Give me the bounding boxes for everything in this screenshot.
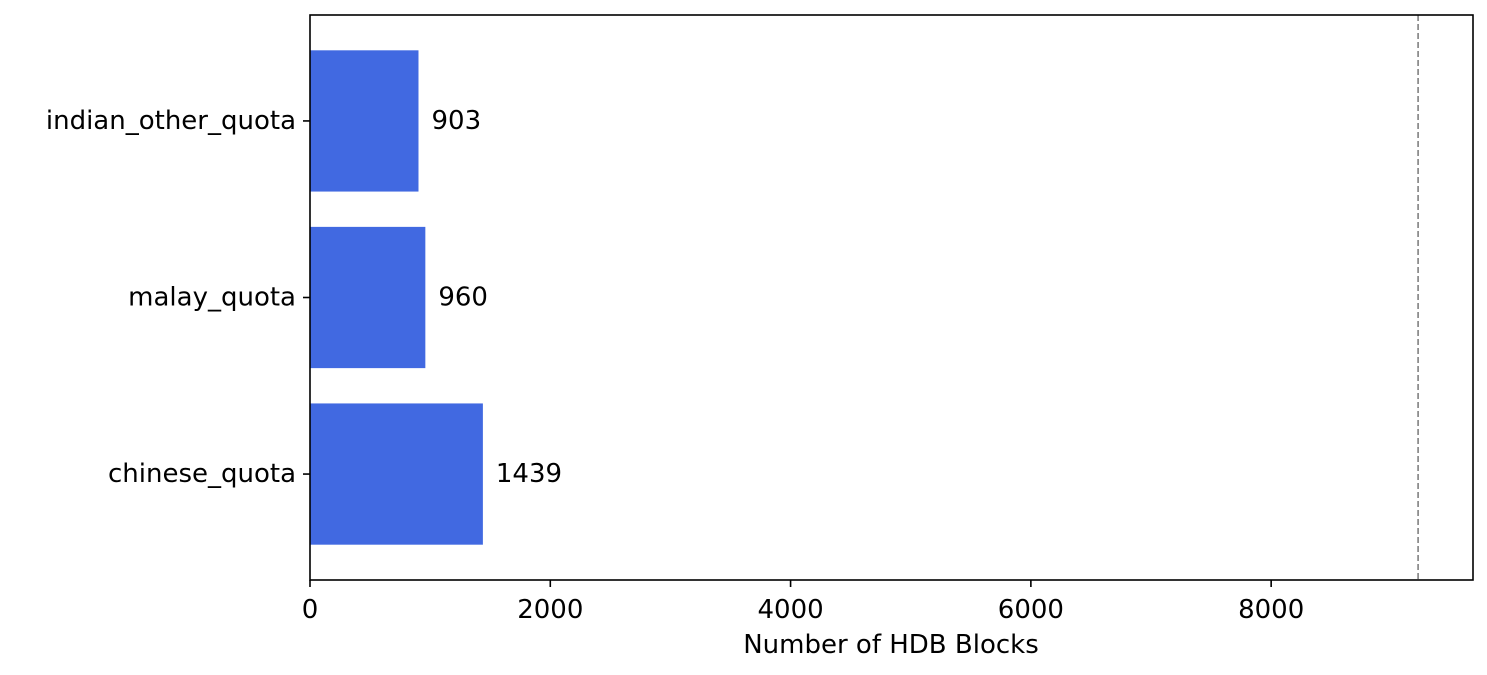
x-axis: 0 2000 4000 6000 8000 (302, 580, 1304, 625)
x-tick-label-0: 0 (302, 595, 319, 625)
x-tick-label-8000: 8000 (1238, 595, 1304, 625)
bar-indian_other_quota (310, 50, 419, 192)
bar-malay_quota (310, 226, 426, 369)
data-label-indian_other_quota: 903 (431, 106, 481, 136)
x-tick-label-6000: 6000 (998, 595, 1064, 625)
data-label-malay_quota: 960 (438, 283, 488, 313)
y-tick-label-indian_other_quota: indian_other_quota (46, 106, 296, 136)
x-tick-label-2000: 2000 (517, 595, 583, 625)
data-label-chinese_quota: 1439 (496, 459, 562, 489)
bar-chinese_quota (310, 403, 483, 545)
y-tick-label-chinese_quota: chinese_quota (108, 459, 296, 489)
data-labels-layer: 1439 960 903 (431, 106, 562, 489)
y-axis: chinese_quota malay_quota indian_other_quo… (46, 106, 310, 489)
x-tick-label-4000: 4000 (757, 595, 823, 625)
bars-layer (310, 50, 483, 545)
x-axis-label: Number of HDB Blocks (743, 630, 1039, 660)
y-tick-label-malay_quota: malay_quota (128, 283, 296, 313)
